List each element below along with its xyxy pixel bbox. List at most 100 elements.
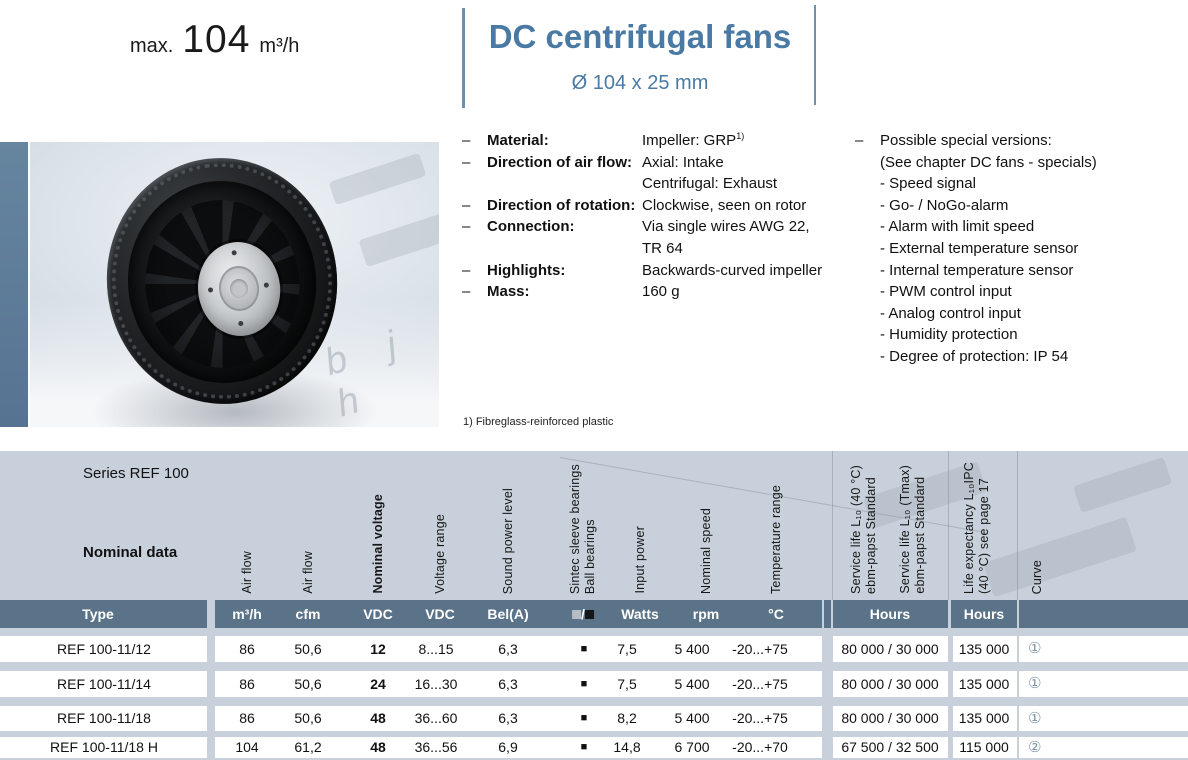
unit-vdc-nominal: VDC — [363, 606, 393, 622]
cell-temp: -20...+75 — [732, 641, 788, 657]
unit-bel: Bel(A) — [487, 606, 529, 622]
max-label: max. — [130, 35, 174, 57]
unit-rpm: rpm — [692, 606, 720, 622]
col-header-curve: Curve — [1030, 559, 1044, 594]
col-header-air-flow-cfm: Air flow — [301, 551, 315, 594]
cell-block — [1019, 706, 1188, 731]
spec-bullet-empty — [462, 238, 487, 260]
spec-value: Centrifugal: Exhaust — [642, 175, 778, 193]
cell-bel: 6,9 — [498, 739, 518, 755]
cell-bel: 6,3 — [498, 710, 518, 726]
cell-block — [833, 636, 948, 662]
fan-hub-inner — [216, 263, 262, 314]
col-header-nominal-voltage: Nominal voltage — [371, 494, 385, 594]
spec-value: Backwards-curved impeller — [642, 261, 823, 279]
table-row: REF 100-11/18 86 50,6 48 36...60 6,3 ■ 8… — [0, 706, 1188, 731]
cell-curve: ① — [1028, 640, 1042, 657]
cell-block — [0, 636, 207, 662]
col-header-service-life-tmax: Service life L₁₀ (Tmax) ebm-papst Standar… — [898, 465, 927, 594]
cell-service-life: 80 000 / 30 000 — [841, 641, 939, 657]
cell-type: REF 100-11/14 — [57, 676, 151, 692]
unit-temp: °C — [768, 606, 784, 622]
band-gap — [831, 600, 833, 628]
cell-block — [1019, 737, 1188, 758]
col-header-voltage-range: Voltage range — [433, 514, 447, 594]
cell-curve: ① — [1028, 675, 1042, 692]
cell-m3h: 86 — [239, 641, 255, 657]
series-label: Series REF 100 — [83, 465, 189, 482]
nominal-data-label: Nominal data — [83, 544, 178, 561]
unit-m3h: m³/h — [232, 606, 262, 622]
cell-block — [215, 737, 822, 758]
col-header-bearings: Sintec sleeve bearings Ball bearings — [568, 463, 597, 594]
cell-bearing: ■ — [580, 712, 588, 724]
special-version-item: - Speed signal — [880, 175, 976, 193]
hub-screw — [231, 250, 237, 256]
watermark-shape — [328, 152, 427, 206]
cell-service-life: 80 000 / 30 000 — [841, 676, 939, 692]
watermark-shape — [1072, 457, 1173, 513]
col-header-input-power: Input power — [633, 526, 647, 594]
special-version-item: - Internal temperature sensor — [880, 261, 1074, 279]
spec-label: Highlights: — [487, 261, 566, 279]
cell-watts: 7,5 — [617, 676, 637, 692]
column-separator — [1017, 451, 1018, 600]
unit-hours-service: Hours — [869, 606, 911, 622]
fan-hub-core — [228, 277, 250, 300]
col-header-service-life-40: Service life L₁₀ (40 °C) ebm-papst Standa… — [849, 465, 878, 594]
watermark-shape — [983, 516, 1137, 598]
spec-label: Direction of rotation: — [487, 196, 636, 214]
cell-rpm: 5 400 — [674, 676, 710, 692]
photo-side-bar — [0, 142, 28, 427]
spec-value: TR 64 — [642, 239, 683, 257]
special-version-item: - Go- / NoGo-alarm — [880, 196, 1009, 214]
special-versions-subheading: (See chapter DC fans - specials) — [880, 153, 1097, 171]
col-header-air-flow-m3h: Air flow — [240, 551, 254, 594]
special-versions: – Possible special versions: (See chapte… — [855, 130, 1188, 368]
unit-hours-life: Hours — [963, 606, 1005, 622]
cell-life-expectancy: 135 000 — [958, 676, 1010, 692]
cell-watts: 8,2 — [617, 710, 637, 726]
spec-bullet: – — [462, 261, 471, 279]
product-photo: b j h — [30, 142, 439, 427]
special-version-item: - External temperature sensor — [880, 239, 1079, 257]
cell-block — [0, 737, 207, 758]
cell-vdc: 12 — [370, 641, 386, 657]
cell-block — [0, 706, 207, 731]
unit-cfm: cfm — [295, 606, 321, 622]
cell-temp: -20...+75 — [732, 710, 788, 726]
spec-label: Mass: — [487, 283, 530, 301]
special-version-item: - Analog control input — [880, 304, 1021, 322]
cell-block — [215, 636, 822, 662]
band-gap — [948, 600, 951, 628]
cell-m3h: 86 — [239, 710, 255, 726]
watermark-shape — [358, 204, 439, 268]
unit-type: Type — [82, 606, 114, 622]
page-subtitle: Ø 104 x 25 mm — [571, 72, 709, 94]
cell-bel: 6,3 — [498, 676, 518, 692]
ball-bearing-square-icon — [584, 609, 594, 619]
unit-bearing-symbols: / — [572, 600, 594, 628]
footnote-marker: 1) — [736, 131, 745, 141]
cell-cfm: 50,6 — [294, 676, 322, 692]
spec-value: Axial: Intake — [642, 153, 724, 171]
col-header-nominal-speed: Nominal speed — [699, 508, 713, 594]
cell-block — [833, 706, 948, 731]
cell-life-expectancy: 135 000 — [958, 641, 1010, 657]
cell-block — [215, 706, 822, 731]
cell-rpm: 5 400 — [674, 641, 710, 657]
unit-watts: Watts — [621, 606, 659, 622]
cell-bearing: ■ — [580, 741, 588, 753]
cell-voltage-range: 8...15 — [418, 641, 454, 657]
cell-curve: ② — [1028, 739, 1042, 756]
cell-cfm: 61,2 — [294, 739, 322, 755]
spec-label: Connection: — [487, 218, 575, 236]
cell-voltage-range: 16...30 — [414, 676, 458, 692]
cell-service-life: 67 500 / 32 500 — [841, 739, 939, 755]
spec-bullet-empty — [462, 173, 487, 195]
cell-cfm: 50,6 — [294, 641, 322, 657]
sleeve-bearing-square-icon — [572, 609, 582, 619]
spec-bullet: – — [462, 218, 471, 236]
band-gap — [822, 600, 824, 628]
